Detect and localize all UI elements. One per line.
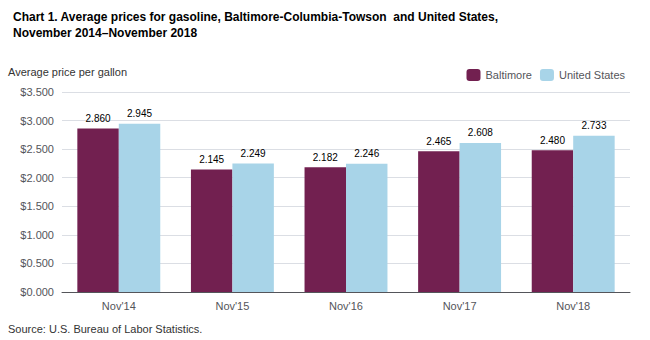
svg-text:2.480: 2.480	[540, 135, 565, 146]
svg-text:$1.000: $1.000	[20, 229, 54, 241]
svg-text:United States: United States	[559, 69, 626, 81]
svg-text:$0.500: $0.500	[20, 257, 54, 269]
svg-text:2.860: 2.860	[86, 113, 111, 124]
svg-text:$3.500: $3.500	[20, 86, 54, 98]
svg-text:Nov'17: Nov'17	[443, 300, 477, 312]
svg-text:November 2014–November 2018: November 2014–November 2018	[13, 26, 197, 40]
svg-text:2.608: 2.608	[468, 127, 493, 138]
svg-text:Average price per gallon: Average price per gallon	[8, 66, 127, 78]
svg-text:2.246: 2.246	[354, 148, 379, 159]
svg-text:$3.000: $3.000	[20, 115, 54, 127]
svg-text:Chart 1. Average prices for ga: Chart 1. Average prices for gasoline, Ba…	[13, 10, 498, 24]
svg-text:Nov'16: Nov'16	[329, 300, 363, 312]
svg-text:$0.000: $0.000	[20, 286, 54, 298]
svg-text:2.465: 2.465	[426, 136, 451, 147]
svg-text:Nov'15: Nov'15	[215, 300, 249, 312]
svg-text:2.182: 2.182	[313, 152, 338, 163]
svg-text:$2.000: $2.000	[20, 172, 54, 184]
svg-text:Nov'14: Nov'14	[102, 300, 136, 312]
svg-text:$2.500: $2.500	[20, 143, 54, 155]
svg-text:2.145: 2.145	[199, 154, 224, 165]
svg-text:$1.500: $1.500	[20, 200, 54, 212]
svg-text:Source: U.S. Bureau of Labor S: Source: U.S. Bureau of Labor Statistics.	[8, 323, 202, 335]
svg-text:2.945: 2.945	[127, 108, 152, 119]
svg-text:Nov'18: Nov'18	[556, 300, 590, 312]
svg-text:Baltimore: Baltimore	[486, 69, 532, 81]
svg-text:2.733: 2.733	[581, 120, 606, 131]
svg-text:2.249: 2.249	[241, 148, 266, 159]
